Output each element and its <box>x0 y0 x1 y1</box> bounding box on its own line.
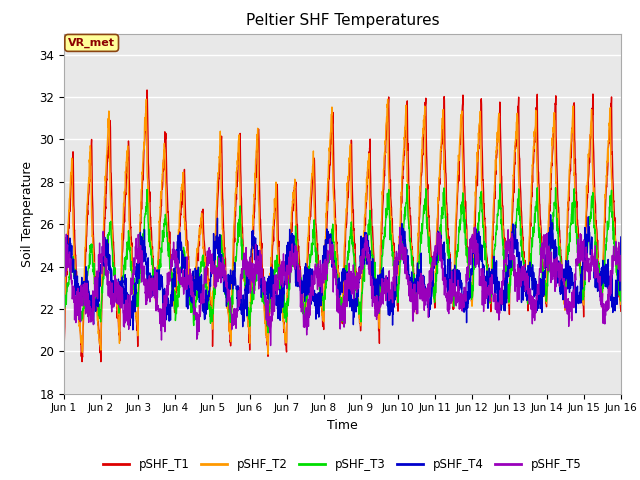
pSHF_T4 <box>371 280 379 286</box>
pSHF_T3 <box>505 282 513 288</box>
pSHF_T2 <box>617 293 625 299</box>
pSHF_T3 <box>584 245 591 251</box>
pSHF_T5 <box>60 249 68 255</box>
pSHF_T4 <box>568 282 576 288</box>
pSHF_T3 <box>496 181 504 187</box>
Line: pSHF_T4: pSHF_T4 <box>64 215 621 330</box>
pSHF_T4 <box>216 248 223 254</box>
pSHF_T1 <box>60 360 68 366</box>
X-axis label: Time: Time <box>327 419 358 432</box>
pSHF_T5 <box>617 254 625 260</box>
Legend: pSHF_T1, pSHF_T2, pSHF_T3, pSHF_T4, pSHF_T5: pSHF_T1, pSHF_T2, pSHF_T3, pSHF_T4, pSHF… <box>99 454 586 476</box>
Text: VR_met: VR_met <box>68 38 115 48</box>
pSHF_T3 <box>568 207 576 213</box>
pSHF_T5 <box>568 289 576 295</box>
pSHF_T2 <box>504 299 512 304</box>
pSHF_T1 <box>568 138 575 144</box>
pSHF_T5 <box>216 264 223 269</box>
Y-axis label: Soil Temperature: Soil Temperature <box>20 161 34 266</box>
pSHF_T1 <box>143 87 151 93</box>
pSHF_T5 <box>267 343 275 348</box>
pSHF_T4 <box>60 275 68 281</box>
pSHF_T2 <box>216 155 223 161</box>
Line: pSHF_T1: pSHF_T1 <box>64 90 621 363</box>
pSHF_T5 <box>359 264 367 269</box>
pSHF_T4 <box>617 234 625 240</box>
Line: pSHF_T5: pSHF_T5 <box>64 227 621 346</box>
Title: Peltier SHF Temperatures: Peltier SHF Temperatures <box>246 13 439 28</box>
pSHF_T4 <box>359 260 367 266</box>
pSHF_T3 <box>617 298 625 304</box>
pSHF_T3 <box>60 310 68 316</box>
pSHF_T5 <box>472 224 479 230</box>
pSHF_T3 <box>359 284 367 290</box>
pSHF_T2 <box>60 351 68 357</box>
Line: pSHF_T3: pSHF_T3 <box>64 184 621 333</box>
pSHF_T1 <box>617 308 625 314</box>
pSHF_T2 <box>371 279 379 285</box>
pSHF_T1 <box>584 195 591 201</box>
pSHF_T3 <box>264 330 272 336</box>
pSHF_T1 <box>359 277 367 283</box>
pSHF_T4 <box>504 271 512 277</box>
pSHF_T1 <box>504 288 512 294</box>
pSHF_T3 <box>371 268 379 274</box>
pSHF_T5 <box>505 236 513 242</box>
Line: pSHF_T2: pSHF_T2 <box>64 99 621 354</box>
pSHF_T4 <box>547 212 554 217</box>
pSHF_T5 <box>371 305 379 311</box>
pSHF_T1 <box>216 161 223 167</box>
pSHF_T4 <box>129 327 137 333</box>
pSHF_T5 <box>584 269 591 275</box>
pSHF_T3 <box>216 247 223 253</box>
pSHF_T2 <box>359 255 367 261</box>
pSHF_T4 <box>584 235 591 241</box>
pSHF_T2 <box>143 96 150 102</box>
pSHF_T1 <box>371 270 379 276</box>
pSHF_T2 <box>584 180 591 185</box>
pSHF_T2 <box>568 126 575 132</box>
